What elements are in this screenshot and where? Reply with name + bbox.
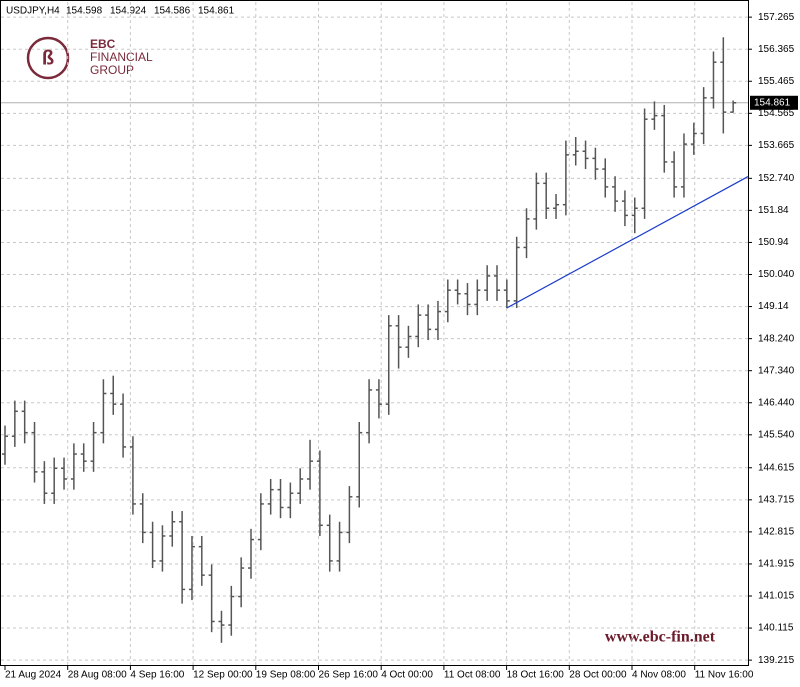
y-tick-label: 144.615	[758, 462, 795, 473]
trendline	[506, 176, 749, 309]
y-tick-label: 156.365	[758, 44, 795, 55]
header: USDJPY,H4 154.598 154.924 154.586 154.86…	[6, 6, 235, 17]
close-last: 154.861	[198, 6, 235, 17]
logo: ß EBC FINANCIAL GROUP	[26, 36, 153, 80]
y-tick-label: 140.115	[758, 623, 794, 634]
y-tick-label: 151.84	[758, 205, 789, 216]
y-tick-label: 143.715	[758, 494, 795, 505]
x-tick-label: 4 Sep 16:00	[130, 670, 184, 681]
y-tick-label: 150.94	[758, 237, 789, 248]
x-tick-label: 26 Sep 16:00	[319, 670, 379, 681]
y-tick-label: 155.465	[758, 76, 795, 87]
low-last: 154.586	[154, 6, 191, 17]
y-tick-label: 141.015	[758, 591, 795, 602]
y-tick-label: 141.915	[758, 559, 795, 570]
logo-text: EBC	[90, 37, 116, 51]
x-tick-label: 21 Aug 2024	[5, 670, 62, 681]
y-tick-label: 139.215	[758, 655, 795, 666]
y-tick-label: 150.040	[758, 269, 795, 280]
plot-frame	[0, 0, 749, 666]
logo-text: GROUP	[90, 63, 134, 77]
y-tick-label: 146.440	[758, 397, 795, 408]
logo-text: FINANCIAL	[90, 50, 153, 64]
price-label: 154.861	[754, 97, 791, 108]
symbol: USDJPY,H4	[6, 6, 60, 17]
y-tick-label: 148.240	[758, 333, 795, 344]
x-tick-label: 12 Sep 00:00	[193, 670, 253, 681]
y-tick-label: 154.565	[758, 108, 795, 119]
y-tick-label: 157.265	[758, 12, 795, 23]
y-tick-label: 142.815	[758, 527, 795, 538]
high-last: 154.924	[110, 6, 147, 17]
x-tick-label: 11 Oct 08:00	[444, 670, 501, 681]
y-tick-label: 153.665	[758, 140, 795, 151]
x-tick-label: 19 Sep 08:00	[256, 670, 316, 681]
y-tick-label: 145.540	[758, 429, 795, 440]
x-tick-label: 11 Nov 16:00	[695, 670, 754, 681]
x-tick-label: 4 Nov 08:00	[632, 670, 686, 681]
x-tick-label: 28 Aug 08:00	[68, 670, 127, 681]
price-label-bg	[750, 95, 798, 110]
x-tick-label: 28 Oct 00:00	[569, 670, 627, 681]
y-tick-label: 149.14	[758, 301, 789, 312]
watermark: www.ebc-fin.net	[605, 629, 716, 646]
y-tick-label: 147.340	[758, 365, 795, 376]
logo-mark: ß	[42, 47, 54, 69]
open-last: 154.598	[66, 6, 103, 17]
x-tick-label: 18 Oct 16:00	[507, 670, 565, 681]
y-tick-label: 152.740	[758, 173, 795, 184]
x-tick-label: 4 Oct 00:00	[381, 670, 433, 681]
